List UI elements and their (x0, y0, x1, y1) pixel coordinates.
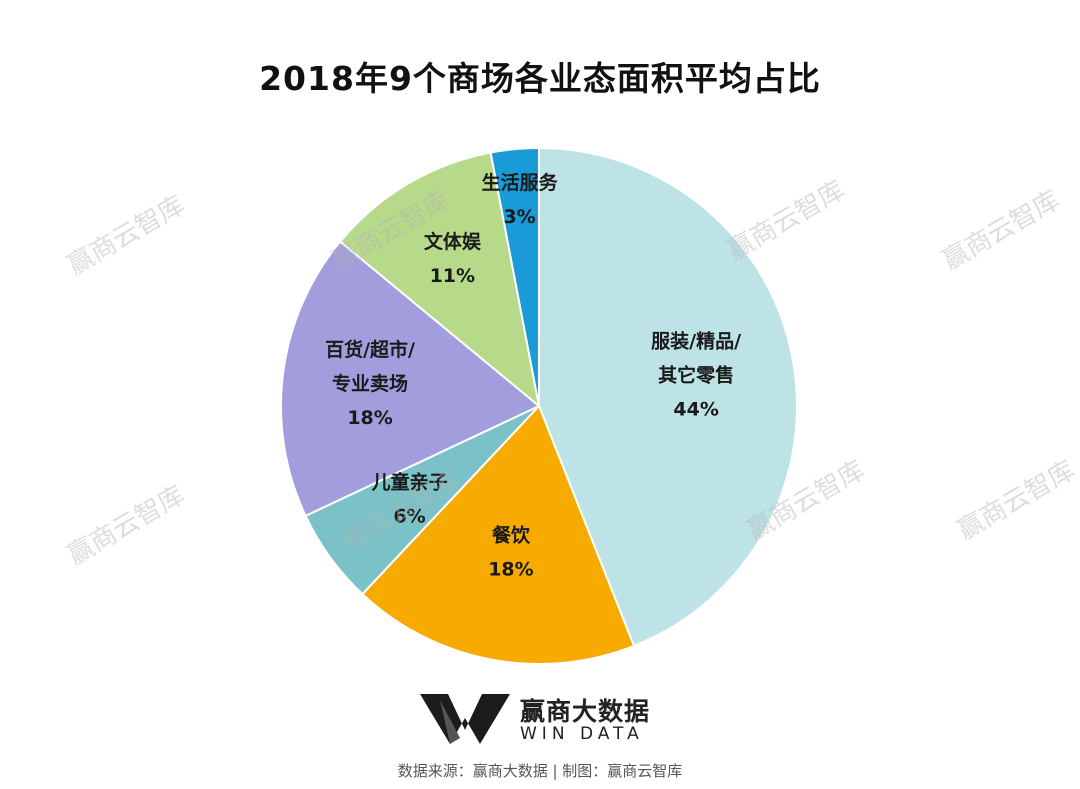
logo-subtitle: WIN DATA (520, 724, 644, 744)
pie-slice (489, 146, 540, 407)
slice-value-label: 11% (430, 265, 475, 287)
slice-value-label: 44% (673, 399, 718, 421)
slice-category-label: 生活服务 (482, 171, 559, 194)
slice-value-label: 18% (488, 558, 533, 580)
pie-slice (280, 240, 541, 518)
slice-category-label: 专业卖场 (332, 372, 408, 395)
win-logo-icon (420, 694, 510, 744)
slice-value-label: 3% (503, 206, 535, 228)
pie-labels: 服装/精品/其它零售 44% 餐饮 18% 儿童亲子 6% 百货/超市/专业卖场 18% 文体娱… (325, 171, 741, 580)
pie-slice (338, 151, 541, 409)
slice-category-label: 文体娱 (424, 230, 482, 253)
slice-category-label: 百货/超市/ (325, 338, 415, 361)
slice-category-label: 其它零售 (658, 364, 734, 387)
slice-category-label: 餐饮 (492, 523, 531, 546)
logo-name: 赢商大数据 (520, 697, 651, 726)
slice-category-label: 儿童亲子 (371, 471, 448, 494)
pie-slices (280, 146, 798, 665)
slice-value-label: 6% (393, 506, 425, 528)
slice-category-label: 服装/精品/ (651, 330, 741, 353)
pie-slice (538, 146, 798, 648)
source-note: 数据来源：赢商大数据 | 制图：赢商云智库 (397, 762, 683, 780)
brand-logo: 赢商大数据 WIN DATA (420, 690, 680, 750)
slice-value-label: 18% (347, 407, 392, 429)
pie-slice (360, 404, 636, 665)
chart-title: 2018年9个商场各业态面积平均占比 (259, 59, 821, 98)
